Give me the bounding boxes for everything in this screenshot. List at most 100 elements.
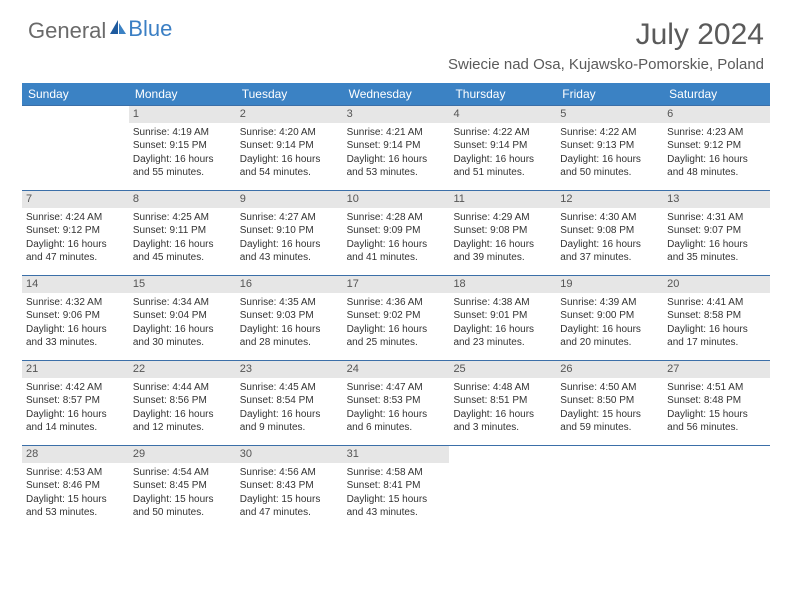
day-line: Sunrise: 4:47 AM [347,381,446,395]
day-line: Sunrise: 4:56 AM [240,466,339,480]
day-number: 18 [449,276,556,293]
day-line: Sunset: 8:51 PM [453,394,552,408]
day-cell: 3Sunrise: 4:21 AMSunset: 9:14 PMDaylight… [343,106,450,190]
day-text: Sunrise: 4:41 AMSunset: 8:58 PMDaylight:… [667,296,766,350]
day-line: Sunrise: 4:51 AM [667,381,766,395]
day-line: and 43 minutes. [240,251,339,265]
day-line: Daylight: 16 hours [133,323,232,337]
day-line: and 28 minutes. [240,336,339,350]
day-line: Daylight: 16 hours [667,323,766,337]
day-cell: 28 Sunrise: 4:53 AMSunset: 8:46 PMDayligh… [22,446,129,530]
day-line: Sunrise: 4:53 AM [26,466,125,480]
day-cell: 31 Sunrise: 4:58 AMSunset: 8:41 PMDayligh… [343,446,450,530]
weekday-label: Saturday [663,83,770,105]
day-text: Sunrise: 4:27 AMSunset: 9:10 PMDaylight:… [240,211,339,265]
week-row: 7Sunrise: 4:24 AMSunset: 9:12 PMDaylight… [22,190,770,275]
day-line: Sunrise: 4:30 AM [560,211,659,225]
day-line: and 45 minutes. [133,251,232,265]
day-cell: 24Sunrise: 4:47 AMSunset: 8:53 PMDayligh… [343,361,450,445]
day-number: 13 [663,191,770,208]
day-cell: 16Sunrise: 4:35 AMSunset: 9:03 PMDayligh… [236,276,343,360]
day-line: Daylight: 16 hours [347,153,446,167]
day-line: Sunset: 9:14 PM [453,139,552,153]
day-line: Daylight: 16 hours [347,238,446,252]
day-line: and 33 minutes. [26,336,125,350]
day-number: 9 [236,191,343,208]
day-line: Sunset: 8:56 PM [133,394,232,408]
day-line: Sunrise: 4:48 AM [453,381,552,395]
day-text: Sunrise: 4:42 AMSunset: 8:57 PMDaylight:… [26,381,125,435]
week-row: 21Sunrise: 4:42 AMSunset: 8:57 PMDayligh… [22,360,770,445]
day-line: and 56 minutes. [667,421,766,435]
day-line: Daylight: 16 hours [240,153,339,167]
day-cell: 17 Sunrise: 4:36 AMSunset: 9:02 PMDayligh… [343,276,450,360]
day-number: 26 [556,361,663,378]
day-line: Sunset: 8:41 PM [347,479,446,493]
day-cell: 8Sunrise: 4:25 AMSunset: 9:11 PMDaylight… [129,191,236,275]
day-line: Sunset: 8:57 PM [26,394,125,408]
day-text: Sunrise: 4:31 AMSunset: 9:07 PMDaylight:… [667,211,766,265]
day-line: and 12 minutes. [133,421,232,435]
day-line: Daylight: 16 hours [560,153,659,167]
day-text: Sunrise: 4:36 AMSunset: 9:02 PMDaylight:… [347,296,446,350]
day-number: 27 [663,361,770,378]
day-line: Daylight: 16 hours [133,238,232,252]
day-line: and 25 minutes. [347,336,446,350]
weekday-row: SundayMondayTuesdayWednesdayThursdayFrid… [22,83,770,105]
day-line: Daylight: 15 hours [347,493,446,507]
day-cell: 7Sunrise: 4:24 AMSunset: 9:12 PMDaylight… [22,191,129,275]
day-number: 5 [556,106,663,123]
day-text: Sunrise: 4:34 AMSunset: 9:04 PMDaylight:… [133,296,232,350]
day-text: Sunrise: 4:23 AMSunset: 9:12 PMDaylight:… [667,126,766,180]
day-text: Sunrise: 4:45 AMSunset: 8:54 PMDaylight:… [240,381,339,435]
day-line: Sunset: 9:00 PM [560,309,659,323]
day-text: Sunrise: 4:48 AMSunset: 8:51 PMDaylight:… [453,381,552,435]
location: Swiecie nad Osa, Kujawsko-Pomorskie, Pol… [448,56,764,73]
weekday-label: Friday [556,83,663,105]
day-line: Sunrise: 4:36 AM [347,296,446,310]
day-text: Sunrise: 4:47 AMSunset: 8:53 PMDaylight:… [347,381,446,435]
day-number: 31 [343,446,450,463]
day-line: Sunrise: 4:45 AM [240,381,339,395]
day-line: and 23 minutes. [453,336,552,350]
day-number: 22 [129,361,236,378]
logo-text-2: Blue [128,16,172,42]
day-cell: 11Sunrise: 4:29 AMSunset: 9:08 PMDayligh… [449,191,556,275]
day-number: 17 [343,276,450,293]
day-line: Daylight: 16 hours [453,153,552,167]
day-line: Sunset: 8:54 PM [240,394,339,408]
day-text: Sunrise: 4:56 AMSunset: 8:43 PMDaylight:… [240,466,339,520]
day-line: Daylight: 16 hours [240,408,339,422]
day-line: Sunset: 9:15 PM [133,139,232,153]
day-cell: 15Sunrise: 4:34 AMSunset: 9:04 PMDayligh… [129,276,236,360]
day-line: and 30 minutes. [133,336,232,350]
day-text: Sunrise: 4:53 AMSunset: 8:46 PMDaylight:… [26,466,125,520]
day-number: 19 [556,276,663,293]
day-line: and 59 minutes. [560,421,659,435]
day-line: Sunset: 9:14 PM [347,139,446,153]
day-line: Sunset: 8:53 PM [347,394,446,408]
day-line: Sunrise: 4:23 AM [667,126,766,140]
day-line: Sunrise: 4:35 AM [240,296,339,310]
day-cell [663,446,770,530]
weekday-label: Tuesday [236,83,343,105]
day-text: Sunrise: 4:29 AMSunset: 9:08 PMDaylight:… [453,211,552,265]
day-line: Daylight: 15 hours [240,493,339,507]
day-line: Sunrise: 4:41 AM [667,296,766,310]
day-text: Sunrise: 4:19 AMSunset: 9:15 PMDaylight:… [133,126,232,180]
day-line: Sunset: 9:04 PM [133,309,232,323]
day-cell: 29Sunrise: 4:54 AMSunset: 8:45 PMDayligh… [129,446,236,530]
day-cell [22,106,129,190]
day-text: Sunrise: 4:38 AMSunset: 9:01 PMDaylight:… [453,296,552,350]
sail-icon [108,18,128,44]
day-line: Sunset: 9:12 PM [667,139,766,153]
day-line: and 9 minutes. [240,421,339,435]
header: General Blue July 2024 Swiecie nad Osa, … [0,0,792,77]
day-line: Sunrise: 4:38 AM [453,296,552,310]
day-line: Sunrise: 4:58 AM [347,466,446,480]
day-line: and 3 minutes. [453,421,552,435]
day-number: 28 [22,446,129,463]
day-text: Sunrise: 4:51 AMSunset: 8:48 PMDaylight:… [667,381,766,435]
day-line: Sunset: 8:46 PM [26,479,125,493]
month-title: July 2024 [448,18,764,52]
